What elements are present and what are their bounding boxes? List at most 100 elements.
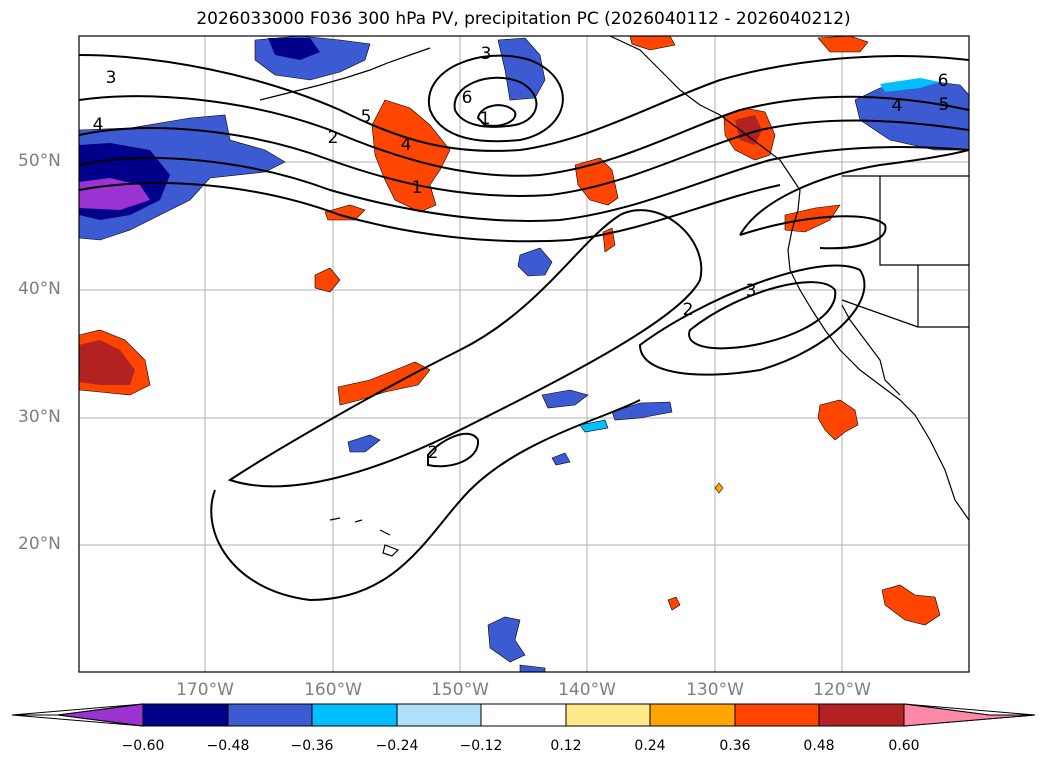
contour-label: 4 (93, 115, 104, 135)
north-america-coast (609, 36, 969, 521)
contour-label: 4 (401, 135, 412, 155)
neg-blob-mid (517, 247, 553, 277)
colorbar-tick-label: −0.12 (459, 738, 503, 754)
lat-label: 40°N (18, 279, 61, 299)
pv-contour-2-west (227, 209, 703, 488)
colorbar-bin-pos-048 (818, 703, 905, 727)
contour-label: 2 (428, 443, 439, 463)
colorbar-tick-label: 0.36 (719, 738, 751, 754)
coastlines (259, 36, 969, 557)
neg-blob-south-5 (551, 452, 571, 466)
lat-label: 20°N (18, 534, 61, 554)
pos-blob-south-east (881, 584, 941, 626)
neg-blob-south-4 (347, 434, 381, 453)
states-border-2 (879, 176, 969, 266)
baja-coast (841, 304, 901, 396)
contour-label: 3 (481, 44, 492, 64)
positive-precip-blobs (79, 36, 941, 626)
map-title: 2026033000 F036 300 hPa PV, precipitatio… (196, 9, 851, 29)
neg-blob-canada-edge (880, 78, 940, 92)
pos-blob-west-hawaii-core (79, 340, 135, 385)
plot-frame (78, 35, 970, 673)
lon-label: 160°W (304, 680, 362, 700)
pv-contour-2-south (210, 399, 641, 602)
pv-contour-2-mini (427, 432, 480, 468)
states-border-3 (917, 265, 969, 328)
colorbar-tick-label: 0.60 (888, 738, 920, 754)
colorbar-tick-label: −0.36 (290, 738, 334, 754)
pos-blob-tiny-1 (667, 596, 681, 611)
contour-label: 6 (938, 71, 949, 91)
colorbar-bin-neg-060 (142, 703, 229, 727)
negative-precip-blobs (79, 36, 969, 672)
lat-label: 50°N (18, 151, 61, 171)
colorbar-tick-label: −0.60 (121, 738, 165, 754)
pv-contour-low-ring-1 (427, 54, 564, 143)
contour-label: 1 (412, 178, 423, 198)
pv-contour-east-ring (739, 215, 887, 250)
colorbar-over-tip (903, 703, 1036, 727)
pv-contours (79, 54, 969, 602)
contour-label: 5 (939, 95, 950, 115)
colorbar-tick-label: 0.12 (550, 738, 582, 754)
neg-blob-south-1 (541, 389, 589, 409)
pos-blob-small-1 (324, 204, 366, 221)
lon-label: 140°W (558, 680, 616, 700)
pv-contour-3-east (688, 281, 837, 350)
neg-blob-gulf (497, 37, 546, 101)
colorbar-under-tip (12, 703, 144, 727)
lon-label: 120°W (813, 680, 871, 700)
pos-blob-top-2 (817, 36, 869, 53)
colorbar-bin-pos-012 (565, 703, 651, 727)
pos-blob-mid-pacific (337, 361, 431, 406)
contour-label: 2 (683, 300, 694, 320)
pos-blob-central-1 (574, 157, 619, 206)
colorbar-bin-pos-036 (734, 703, 820, 727)
pos-blob-baja (817, 399, 859, 441)
pv-contour-2 (79, 146, 969, 222)
lon-label: 150°W (431, 680, 489, 700)
pv-contour-low-ring-3 (476, 104, 517, 127)
contour-label: 1 (480, 109, 491, 129)
pv-contour-3 (79, 119, 969, 197)
states-border-4 (841, 299, 919, 328)
contour-label: 3 (106, 68, 117, 88)
aleutian-islands (259, 47, 431, 101)
colorbar (11, 703, 1036, 727)
pos-blob-pnw-core (735, 115, 762, 145)
colorbar-bin-neutral (480, 703, 567, 727)
pos-blob-tiny-2 (714, 482, 724, 494)
contour-labels: 3 4 3 6 1 5 2 4 1 6 4 5 2 3 2 (93, 44, 950, 463)
colorbar-tick-label: 0.48 (803, 738, 835, 754)
lon-label: 170°W (176, 680, 234, 700)
colorbar-bin-pos-024 (649, 703, 736, 727)
contour-label: 6 (462, 88, 473, 108)
pv-contour-1 (79, 182, 781, 243)
pv-contour-east-upper (739, 149, 969, 236)
neg-blob-aleutian-core (268, 38, 320, 60)
neg-blob-south-3 (579, 419, 609, 433)
neg-blob-south-2 (611, 401, 673, 421)
contour-label: 4 (892, 96, 903, 116)
contour-label: 3 (746, 281, 757, 301)
pv-contour-low-ring-2 (453, 76, 538, 128)
pos-blob-small-2 (314, 267, 341, 293)
pos-blob-alaska-gulf (371, 99, 451, 213)
hawaii (329, 517, 400, 557)
colorbar-tick-label: 0.24 (634, 738, 666, 754)
contour-label: 5 (361, 107, 372, 127)
contour-label: 2 (328, 128, 339, 148)
pv-contour-5 (79, 54, 969, 152)
colorbar-tick-label: −0.48 (206, 738, 250, 754)
pv-contour-4 (79, 95, 969, 177)
colorbar-bin-neg-024 (396, 703, 482, 727)
lat-label: 30°N (18, 407, 61, 427)
pv-contour-2-east (638, 264, 866, 376)
neg-blob-far-south (487, 616, 526, 663)
lon-label: 130°W (686, 680, 744, 700)
neg-blob-canada (854, 79, 969, 151)
colorbar-bin-neg-048 (227, 703, 313, 727)
neg-blob-bottom (519, 664, 546, 672)
colorbar-tick-label: −0.24 (375, 738, 419, 754)
